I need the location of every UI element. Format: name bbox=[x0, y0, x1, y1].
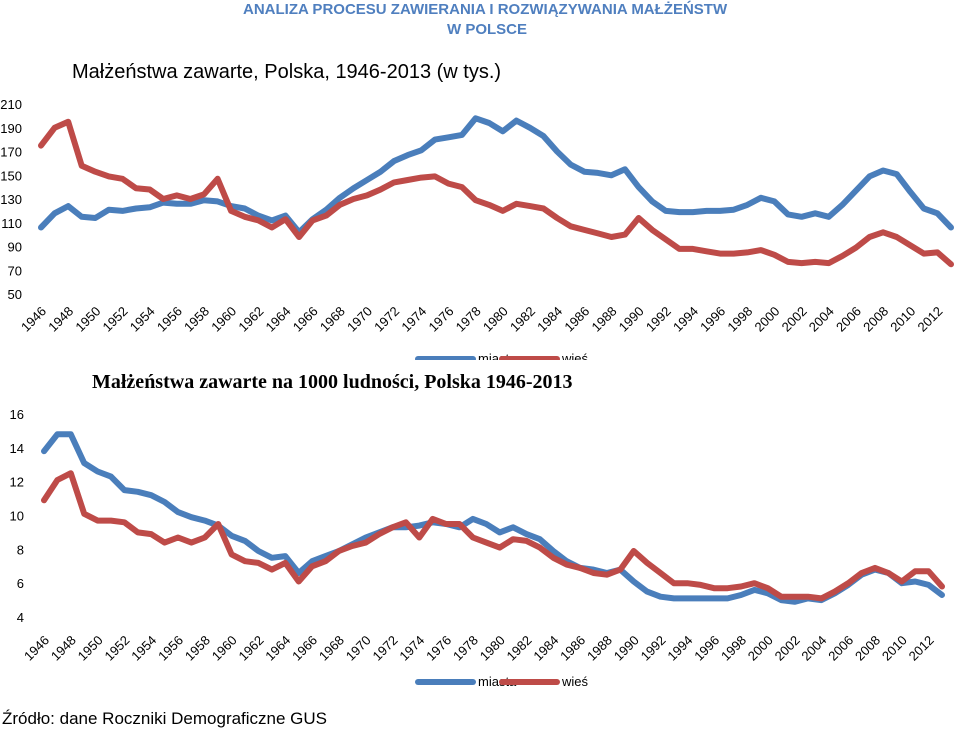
c2-xtick-label: 2012 bbox=[906, 633, 937, 664]
c2-xtick-label: 1988 bbox=[584, 633, 615, 664]
c2-xtick-label: 1994 bbox=[664, 633, 695, 664]
c2-ytick-label: 12 bbox=[10, 475, 24, 490]
c2-ytick-label: 4 bbox=[17, 610, 24, 625]
c2-xtick-label: 1946 bbox=[21, 633, 52, 664]
c2-xtick-label: 1982 bbox=[504, 633, 535, 664]
c2-xtick-label: 1952 bbox=[101, 633, 132, 664]
c2-xtick-label: 2006 bbox=[825, 633, 856, 664]
c2-xtick-label: 2010 bbox=[879, 633, 910, 664]
c2-xtick-label: 1980 bbox=[477, 633, 508, 664]
c2-xtick-label: 1974 bbox=[396, 633, 427, 664]
c2-ytick-label: 16 bbox=[10, 407, 24, 422]
c2-xtick-label: 1966 bbox=[289, 633, 320, 664]
c1-series-line-miasta bbox=[38, 115, 954, 236]
c1-ytick-label: 130 bbox=[0, 192, 22, 207]
c2-xtick-label: 1964 bbox=[262, 633, 293, 664]
c1-ytick-label: 170 bbox=[0, 145, 22, 160]
c2-xtick-label: 2008 bbox=[852, 633, 883, 664]
c2-series-line-wies bbox=[41, 470, 945, 602]
c2-xtick-label: 1950 bbox=[75, 633, 106, 664]
c2-xtick-label: 1956 bbox=[155, 633, 186, 664]
c1-ytick-label: 110 bbox=[1, 216, 22, 231]
c2-xtick-label: 1954 bbox=[128, 633, 159, 664]
c1-ytick-label: 70 bbox=[8, 263, 22, 278]
c2-xtick-label: 1984 bbox=[530, 633, 561, 664]
c2-xtick-label: 1998 bbox=[718, 633, 749, 664]
c2-xtick-label: 1990 bbox=[611, 633, 642, 664]
c1-series-line-wies bbox=[38, 118, 954, 268]
c2-legend-label: miasta bbox=[478, 674, 517, 689]
c2-xtick-label: 1970 bbox=[343, 633, 374, 664]
c2-xtick-label: 1976 bbox=[423, 633, 454, 664]
c1-ytick-label: 210 bbox=[0, 97, 22, 112]
c2-xtick-label: 1968 bbox=[316, 633, 347, 664]
c2-ytick-label: 10 bbox=[10, 509, 24, 524]
c1-ytick-label: 50 bbox=[8, 287, 22, 302]
c2-xtick-label: 1962 bbox=[236, 633, 267, 664]
c2-xtick-label: 2000 bbox=[745, 633, 776, 664]
report-title-line2: W POLSCE bbox=[447, 21, 528, 38]
c1-ytick-label: 190 bbox=[0, 121, 22, 136]
c2-ytick-label: 6 bbox=[17, 576, 24, 591]
c2-xtick-label: 1948 bbox=[48, 633, 79, 664]
c1-ytick-label: 150 bbox=[0, 168, 22, 183]
chart2-title: Małżeństwa zawarte na 1000 ludności, Pol… bbox=[92, 371, 573, 393]
c2-xtick-label: 1958 bbox=[182, 633, 213, 664]
report-title-line1: ANALIZA PROCESU ZAWIERANIA I ROZWIĄZYWAN… bbox=[243, 1, 728, 18]
source-note: Źródło: dane Roczniki Demograficzne GUS bbox=[2, 709, 328, 728]
c2-xtick-label: 1972 bbox=[370, 633, 401, 664]
c1-legend-label: miasta bbox=[478, 351, 517, 360]
c2-xtick-label: 1996 bbox=[691, 633, 722, 664]
chart1-title: Małżeństwa zawarte, Polska, 1946-2013 (w… bbox=[72, 61, 501, 83]
c2-xtick-label: 1992 bbox=[638, 633, 669, 664]
c2-xtick-label: 2002 bbox=[772, 633, 803, 664]
c2-xtick-label: 1978 bbox=[450, 633, 481, 664]
c2-ytick-label: 8 bbox=[17, 542, 24, 557]
c1-legend-label: wieś bbox=[561, 351, 589, 360]
c2-series-line-miasta bbox=[41, 431, 945, 605]
c1-ytick-label: 90 bbox=[8, 240, 22, 255]
c2-ytick-label: 14 bbox=[10, 441, 24, 456]
c2-xtick-label: 2004 bbox=[798, 633, 829, 664]
c2-xtick-label: 1960 bbox=[209, 633, 240, 664]
c2-xtick-label: 1986 bbox=[557, 633, 588, 664]
marriages-thousands-chart: Małżeństwa zawarte, Polska, 1946-2013 (w… bbox=[0, 61, 954, 360]
c2-legend-label: wieś bbox=[561, 674, 589, 689]
